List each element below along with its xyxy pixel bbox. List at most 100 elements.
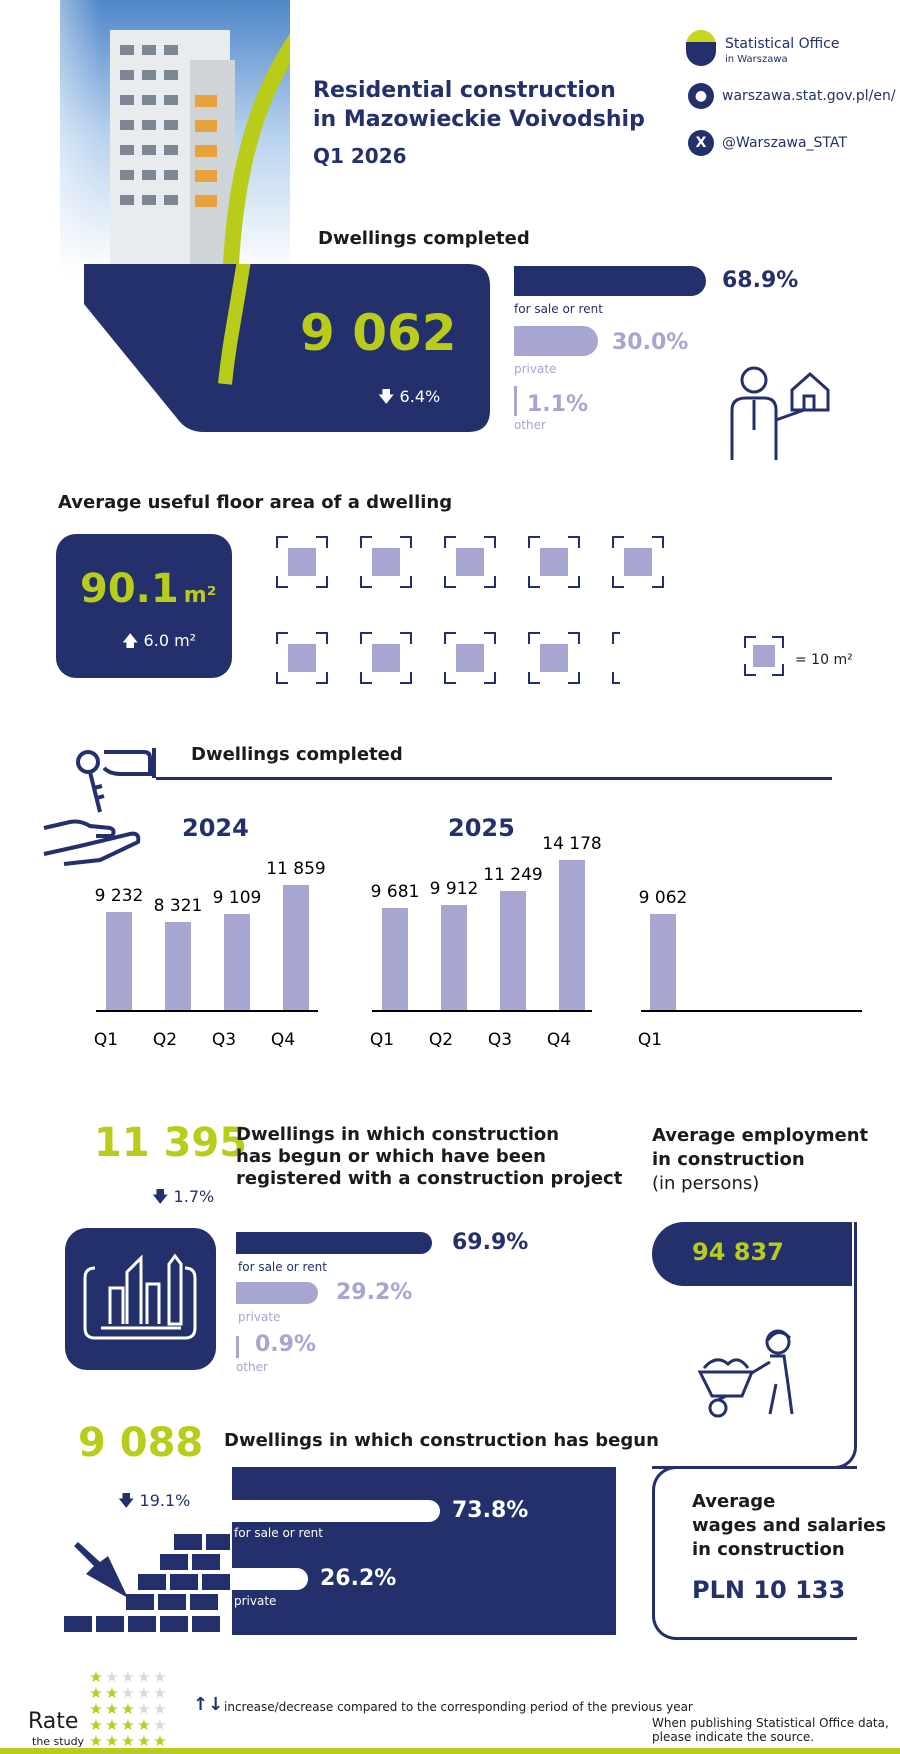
chart-bar xyxy=(382,908,408,1010)
wages-value: PLN 10 133 xyxy=(692,1576,846,1604)
svg-text:★: ★ xyxy=(105,1732,118,1750)
logo-subname: in Warszawa xyxy=(725,54,788,65)
completed-bar-chart: 9 232 Q1 8 321 Q2 9 109 Q3 11 859 Q4 9 681 Q1 9 91… xyxy=(0,830,900,1060)
website-link[interactable]: warszawa.stat.gov.pl/en/ xyxy=(722,88,896,104)
title-line-1: Residential construction xyxy=(313,78,616,103)
up-down-arrows-icon: ↑↓ xyxy=(193,1694,224,1715)
chart-tick-label: Q2 xyxy=(152,1030,178,1050)
registered-label-private: private xyxy=(238,1310,281,1324)
begun-bar-sale xyxy=(232,1500,440,1522)
square-legend-text: = 10 m² xyxy=(795,652,853,668)
chart-bar xyxy=(224,914,250,1010)
rating-stars-icon[interactable]: ★ ★ ★ ★ ★ ★ ★ ★ ★ ★ ★ ★ ★ ★ ★ ★ ★ ★ ★ ★ ★ ★ ★ ★ ★ xyxy=(88,1668,168,1754)
svg-text:★: ★ xyxy=(153,1668,166,1686)
legend-square-icon xyxy=(744,636,784,676)
svg-text:★: ★ xyxy=(137,1668,150,1686)
planning-icon-box xyxy=(65,1228,216,1370)
chart-tick-label: Q4 xyxy=(270,1030,296,1050)
completed-pct-private: 30.0% xyxy=(612,330,689,355)
svg-text:★: ★ xyxy=(105,1684,118,1702)
brick-wall-trowel-icon xyxy=(64,1532,232,1642)
begun-heading: Dwellings in which construction has begu… xyxy=(224,1430,659,1451)
svg-text:★: ★ xyxy=(121,1732,134,1750)
chart-bar xyxy=(441,905,467,1010)
registered-change: 🡇 1.7% xyxy=(152,1187,215,1206)
area-square-icon xyxy=(360,632,412,684)
svg-text:★: ★ xyxy=(89,1716,102,1734)
footer-accent-line xyxy=(0,1748,900,1754)
key-hand-icon xyxy=(40,742,160,871)
arrow-down-icon: 🡇 xyxy=(152,1187,169,1206)
arrow-down-icon: 🡇 xyxy=(378,387,395,406)
chart-tick-label: Q1 xyxy=(369,1030,395,1050)
chart-axis-line xyxy=(641,1010,862,1012)
registered-pct-sale: 69.9% xyxy=(452,1230,529,1255)
chart-data-label: 9 681 xyxy=(370,882,420,902)
floor-area-heading: Average useful floor area of a dwelling xyxy=(58,492,453,513)
chart-tick-label: Q4 xyxy=(546,1030,572,1050)
begun-value: 9 088 xyxy=(78,1420,204,1466)
floor-area-change: 🡅 6.0 m² xyxy=(122,631,197,650)
chart-tick-label: Q1 xyxy=(93,1030,119,1050)
chart-heading-rule xyxy=(156,777,832,780)
chart-axis-line xyxy=(96,1010,318,1012)
title-line-2: in Mazowieckie Voivodship xyxy=(313,107,645,132)
svg-text:★: ★ xyxy=(137,1732,150,1750)
year-label-2025: 2025 xyxy=(448,814,515,842)
svg-text:★: ★ xyxy=(89,1700,102,1718)
area-square-icon xyxy=(528,536,580,588)
begun-bar-private xyxy=(232,1568,308,1590)
completed-pct-sale: 68.9% xyxy=(722,268,799,293)
svg-text:★: ★ xyxy=(121,1668,134,1686)
globe-icon: ● xyxy=(688,83,714,109)
svg-text:★: ★ xyxy=(121,1700,134,1718)
chart-heading: Dwellings completed xyxy=(191,744,403,765)
header-building-image xyxy=(0,0,290,275)
chart-bar xyxy=(165,922,191,1010)
registered-bar-private xyxy=(236,1282,318,1304)
period-label: Q1 2026 xyxy=(313,144,407,168)
svg-text:★: ★ xyxy=(105,1716,118,1734)
employment-value-pill xyxy=(652,1222,852,1286)
registered-value: 11 395 xyxy=(94,1120,248,1166)
chart-data-label: 11 249 xyxy=(483,865,543,885)
svg-text:★: ★ xyxy=(137,1700,150,1718)
registered-label-sale: for sale or rent xyxy=(238,1260,327,1274)
chart-data-label: 11 859 xyxy=(266,859,326,879)
chart-tick-label: Q2 xyxy=(428,1030,454,1050)
page-title: Residential construction in Mazowieckie … xyxy=(313,76,645,134)
svg-text:★: ★ xyxy=(153,1684,166,1702)
worker-wheelbarrow-icon xyxy=(696,1324,806,1428)
logo-name: Statistical Office xyxy=(725,36,840,52)
completed-pct-other: 1.1% xyxy=(527,392,589,417)
registered-pct-other: 0.9% xyxy=(255,1332,317,1357)
chart-bar xyxy=(559,860,585,1010)
completed-label-private: private xyxy=(514,362,557,376)
rate-study-link[interactable]: Rate the study xyxy=(28,1709,85,1749)
completed-bar-other xyxy=(514,386,517,416)
source-note: When publishing Statistical Office data,… xyxy=(652,1716,889,1744)
registered-pct-private: 29.2% xyxy=(336,1280,413,1305)
arrows-legend: increase/decrease compared to the corres… xyxy=(224,1700,693,1714)
agent-house-icon xyxy=(724,360,834,469)
svg-text:★: ★ xyxy=(105,1668,118,1686)
svg-text:★: ★ xyxy=(137,1684,150,1702)
completed-heading: Dwellings completed xyxy=(318,228,530,249)
employment-heading: Average employment in construction (in p… xyxy=(652,1125,869,1194)
area-square-icon xyxy=(444,632,496,684)
chart-axis-line xyxy=(372,1010,592,1012)
chart-tick-label: Q1 xyxy=(637,1030,663,1050)
arrow-up-icon: 🡅 xyxy=(122,631,139,650)
twitter-handle[interactable]: @Warszawa_STAT xyxy=(722,135,847,151)
begun-pct-private: 26.2% xyxy=(320,1566,397,1591)
completed-bar-private xyxy=(514,326,598,356)
begun-pct-sale: 73.8% xyxy=(452,1498,529,1523)
begun-change: 🡇 19.1% xyxy=(118,1491,191,1510)
logo-icon-lower xyxy=(686,42,716,66)
svg-text:★: ★ xyxy=(121,1684,134,1702)
chart-tick-label: Q3 xyxy=(487,1030,513,1050)
chart-data-label: 14 178 xyxy=(542,834,602,854)
completed-change: 🡇 6.4% xyxy=(378,387,441,406)
registered-label-other: other xyxy=(236,1360,268,1374)
begun-label-private: private xyxy=(234,1594,277,1608)
